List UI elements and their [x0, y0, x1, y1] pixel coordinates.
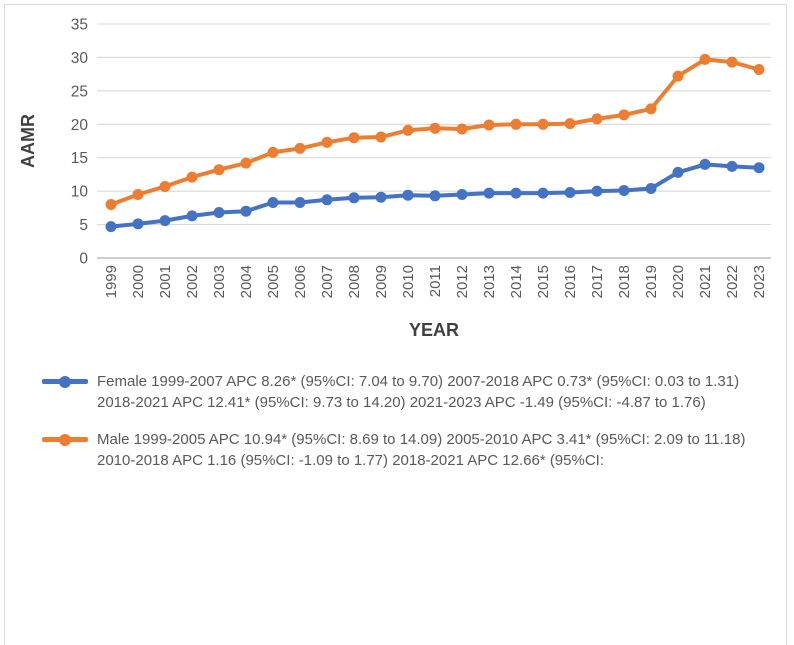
y-tick-label: 5 — [79, 217, 88, 234]
x-tick-label: 2017 — [589, 265, 606, 298]
male-data-point — [699, 53, 711, 65]
x-tick-label: 2006 — [292, 265, 309, 298]
female-data-point — [564, 187, 576, 198]
female-data-point — [294, 197, 306, 208]
male-data-point — [645, 103, 657, 115]
male-data-point — [564, 118, 576, 130]
female-data-point — [645, 183, 657, 194]
x-tick-label: 2004 — [238, 265, 255, 298]
male-data-point — [105, 199, 117, 210]
x-tick-label: 2015 — [535, 265, 552, 298]
female-data-point — [132, 218, 144, 230]
male-data-point — [240, 157, 252, 169]
female-data-point — [537, 187, 549, 199]
y-tick-label: 0 — [79, 251, 88, 268]
female-data-point — [375, 191, 387, 203]
male-data-point — [456, 123, 468, 135]
x-tick-label: 2008 — [346, 265, 363, 298]
female-data-point — [186, 210, 198, 222]
male-data-point — [375, 131, 387, 143]
chart-legend: Female 1999-2007 APC 8.26* (95%CI: 7.04 … — [42, 371, 754, 487]
male-data-point — [672, 70, 684, 82]
male-data-point — [186, 171, 198, 183]
x-tick-label: 2005 — [265, 265, 282, 298]
y-tick-label: 25 — [71, 83, 88, 100]
female-data-point — [348, 192, 360, 204]
x-tick-label: 2019 — [643, 265, 660, 298]
x-tick-label: 2001 — [157, 265, 174, 298]
female-legend-dot — [59, 375, 71, 388]
y-tick-label: 20 — [71, 117, 89, 134]
female-data-point — [213, 207, 225, 218]
female-data-point — [240, 205, 252, 217]
x-tick-label: 2012 — [454, 265, 471, 298]
male-data-point — [321, 136, 333, 148]
y-tick-label: 35 — [71, 17, 88, 34]
male-data-point — [483, 119, 495, 131]
male-data-point — [537, 118, 549, 130]
legend-item-female: Female 1999-2007 APC 8.26* (95%CI: 7.04 … — [42, 371, 754, 413]
female-data-point — [591, 185, 603, 197]
male-data-point — [753, 64, 765, 75]
male-data-point — [726, 56, 738, 68]
x-tick-label: 2018 — [616, 265, 633, 298]
x-tick-label: 2000 — [130, 265, 147, 298]
male-data-point — [267, 146, 279, 158]
x-tick-label: 2002 — [184, 265, 201, 298]
x-tick-label: 1999 — [103, 265, 120, 298]
female-data-point — [429, 190, 441, 202]
legend-label-female: Female 1999-2007 APC 8.26* (95%CI: 7.04 … — [97, 373, 740, 411]
female-data-point — [159, 215, 171, 227]
female-data-point — [726, 160, 738, 172]
male-legend-dot — [59, 433, 71, 446]
legend-item-male: Male 1999-2005 APC 10.94* (95%CI: 8.69 t… — [42, 429, 754, 471]
male-data-point — [510, 118, 522, 130]
x-tick-label: 2023 — [751, 265, 768, 298]
female-data-point — [267, 197, 279, 208]
x-tick-label: 2022 — [724, 265, 741, 298]
y-tick-label: 30 — [71, 50, 89, 67]
x-tick-label: 2003 — [211, 265, 228, 298]
male-data-point — [402, 124, 414, 136]
female-series-legend-marker-icon — [42, 371, 88, 392]
x-tick-label: 2007 — [319, 265, 336, 298]
y-tick-label: 15 — [71, 150, 88, 167]
male-series-legend-marker-icon — [42, 429, 88, 450]
x-tick-label: 2009 — [373, 265, 390, 298]
female-data-point — [672, 166, 684, 178]
y-axis-title: AAMR — [18, 114, 38, 168]
x-tick-label: 2010 — [400, 265, 417, 298]
male-data-point — [294, 142, 306, 154]
female-data-point — [456, 189, 468, 200]
male-data-point — [213, 164, 225, 176]
female-data-point — [321, 194, 333, 206]
female-data-point — [510, 187, 522, 199]
male-data-point — [429, 122, 441, 134]
x-tick-label: 2020 — [670, 265, 687, 298]
male-data-point — [132, 189, 144, 200]
x-tick-label: 2021 — [697, 265, 714, 298]
male-data-point — [159, 181, 171, 192]
x-tick-label: 2011 — [427, 265, 444, 297]
male-data-point — [618, 109, 630, 121]
x-tick-label: 2014 — [508, 265, 525, 298]
x-tick-label: 2016 — [562, 265, 579, 298]
female-data-point — [483, 187, 495, 199]
legend-label-male: Male 1999-2005 APC 10.94* (95%CI: 8.69 t… — [97, 431, 746, 469]
female-data-point — [753, 162, 765, 174]
x-axis-title: YEAR — [409, 320, 459, 340]
x-tick-label: 2013 — [481, 265, 498, 298]
female-data-point — [618, 185, 630, 196]
female-data-point — [699, 158, 711, 170]
female-data-point — [105, 221, 117, 233]
y-tick-label: 10 — [71, 184, 89, 201]
male-data-point — [591, 113, 603, 125]
male-data-point — [348, 132, 360, 144]
chart-svg: 0 5 10 15 20 25 30 35 1999 2000 2001 2002 2003 2004 20… — [18, 17, 771, 340]
female-data-point — [402, 189, 414, 201]
